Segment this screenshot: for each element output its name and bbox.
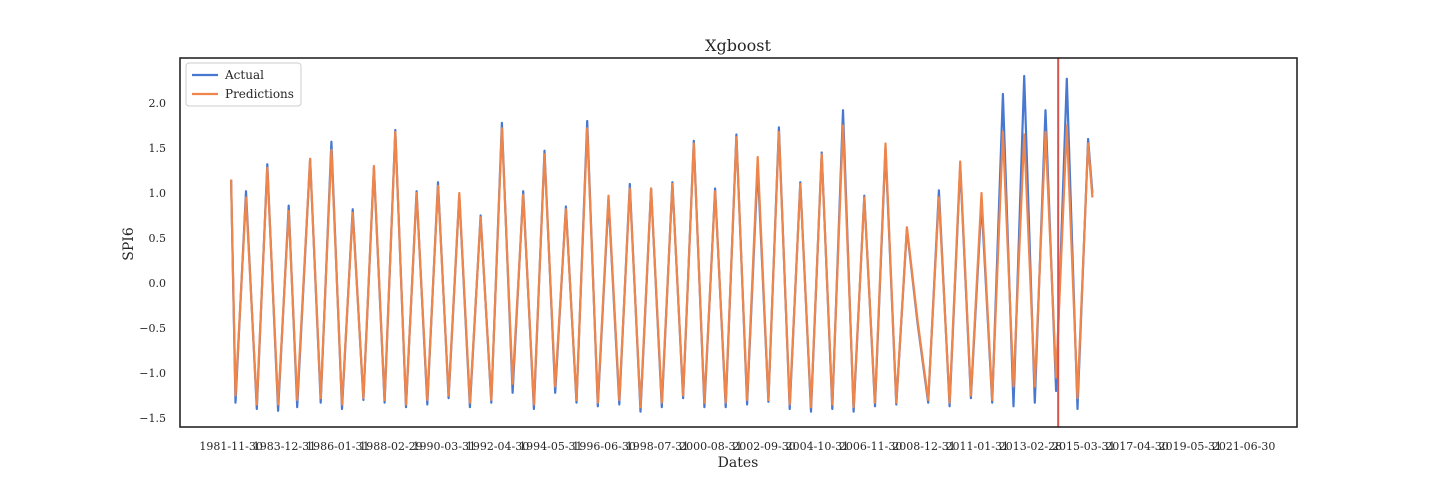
x-tick-label: 1994-05-31	[519, 440, 582, 453]
x-tick-label: 2008-12-31	[892, 440, 955, 453]
y-tick-label: 0.0	[149, 277, 167, 290]
x-tick-label: 2013-02-28	[999, 440, 1062, 453]
x-tick-label: 2021-06-30	[1212, 440, 1275, 453]
x-tick-label: 2017-04-30	[1105, 440, 1168, 453]
legend-box	[185, 62, 302, 107]
legend-label-actual: Actual	[224, 68, 264, 82]
x-tick-label: 1998-07-31	[626, 440, 689, 453]
y-tick-label: −0.5	[139, 322, 166, 335]
x-tick-label: 1986-01-31	[306, 440, 369, 453]
x-tick-label: 1996-06-30	[572, 440, 635, 453]
y-tick-label: 1.0	[149, 187, 167, 200]
chart-title: Xgboost	[705, 36, 771, 55]
x-tick-label: 2019-05-31	[1159, 440, 1222, 453]
y-axis: −1.5 −1.0 −0.5 0.0 0.5 1.0 1.5 2.0	[139, 97, 166, 425]
x-axis: 1981-11-301983-12-311986-01-311988-02-29…	[199, 440, 1275, 453]
x-tick-label: 1981-11-30	[199, 440, 262, 453]
x-tick-label: 1990-03-31	[413, 440, 476, 453]
y-tick-label: −1.5	[139, 412, 166, 425]
x-tick-label: 2004-10-31	[786, 440, 849, 453]
y-axis-title: SPI6	[121, 227, 137, 261]
series-line-predictions	[230, 124, 1094, 409]
y-tick-label: −1.0	[139, 367, 166, 380]
legend-label-predictions: Predictions	[225, 87, 294, 101]
legend: Actual Predictions	[185, 62, 302, 107]
x-tick-label: 2011-01-31	[946, 440, 1009, 453]
x-tick-label: 2002-09-30	[732, 440, 795, 453]
plot-area	[230, 58, 1094, 427]
y-tick-label: 0.5	[149, 232, 167, 245]
x-tick-label: 1988-02-29	[359, 440, 422, 453]
y-tick-label: 2.0	[149, 97, 167, 110]
x-tick-label: 2000-08-31	[679, 440, 742, 453]
x-axis-title: Dates	[718, 455, 759, 471]
x-tick-label: 1983-12-31	[253, 440, 316, 453]
plot-frame	[179, 57, 1298, 428]
x-tick-label: 2015-03-31	[1052, 440, 1115, 453]
y-tick-label: 1.5	[149, 142, 167, 155]
x-tick-label: 1992-04-30	[466, 440, 529, 453]
x-tick-label: 2006-11-30	[839, 440, 902, 453]
